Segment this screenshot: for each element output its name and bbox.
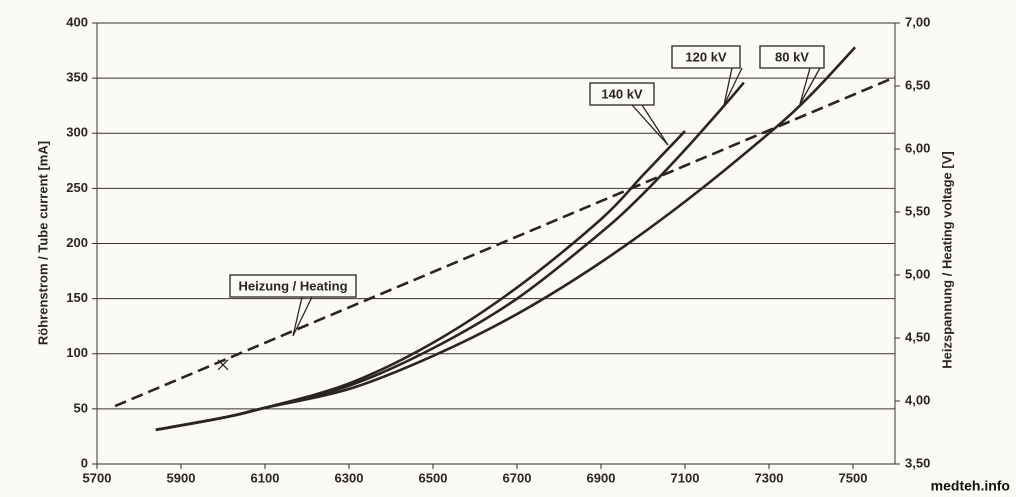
y-tick-label: 100	[66, 345, 88, 360]
callout-leader	[641, 104, 669, 146]
callout-leader	[292, 296, 303, 337]
marker-stroke	[217, 359, 229, 371]
series-line	[155, 81, 745, 432]
y-tick-label: 350	[66, 70, 88, 85]
y-tick-label: 200	[66, 235, 88, 250]
y-tick-label: 250	[66, 180, 88, 195]
callout-box	[589, 82, 655, 106]
y2-axis-title: Heizspannung / Heating voltage [V]	[939, 151, 954, 368]
y2-tick-label: 7,00	[905, 14, 930, 29]
x-tick-label: 7300	[755, 470, 784, 485]
x-tick-label: 6100	[251, 470, 280, 485]
callout-leader	[723, 67, 743, 106]
x-tick-label: 6300	[335, 470, 364, 485]
series-line	[114, 75, 896, 408]
y-axis-title: Röhrenstrom / Tube current [mA]	[35, 141, 50, 345]
x-tick-label: 5700	[83, 470, 112, 485]
series-label: 80 kV	[775, 49, 809, 64]
y2-tick-label: 5,00	[905, 266, 930, 281]
y2-tick-label: 3,50	[905, 455, 930, 470]
series-label: Heizung / Heating	[238, 278, 347, 293]
watermark: medteh.info	[931, 478, 1010, 494]
callout-box	[759, 45, 825, 69]
y2-tick-label: 4,00	[905, 392, 930, 407]
x-tick-label: 5900	[167, 470, 196, 485]
y2-tick-label: 6,50	[905, 77, 930, 92]
callout-leader	[292, 296, 313, 337]
y2-tick-label: 6,00	[905, 140, 930, 155]
callout-leader	[799, 67, 821, 105]
x-tick-label: 7500	[839, 470, 868, 485]
y2-tick-label: 4,50	[905, 329, 930, 344]
series-label: 140 kV	[601, 86, 643, 101]
y2-tick-label: 5,50	[905, 203, 930, 218]
x-tick-label: 7100	[671, 470, 700, 485]
x-tick-label: 6900	[587, 470, 616, 485]
x-tick-label: 6700	[503, 470, 532, 485]
series-line	[155, 46, 857, 432]
series-label: 120 kV	[685, 49, 727, 64]
callout-box	[229, 274, 357, 298]
callout-leader	[723, 67, 733, 106]
x-tick-label: 6500	[419, 470, 448, 485]
marker-cross	[217, 359, 229, 371]
y-tick-label: 400	[66, 14, 88, 29]
y-tick-label: 300	[66, 125, 88, 140]
y-tick-label: 0	[81, 455, 88, 470]
y-tick-label: 50	[74, 400, 88, 415]
callout-box	[671, 45, 741, 69]
callout-leader	[799, 67, 811, 105]
y-tick-label: 150	[66, 290, 88, 305]
callout-leader	[631, 104, 669, 146]
